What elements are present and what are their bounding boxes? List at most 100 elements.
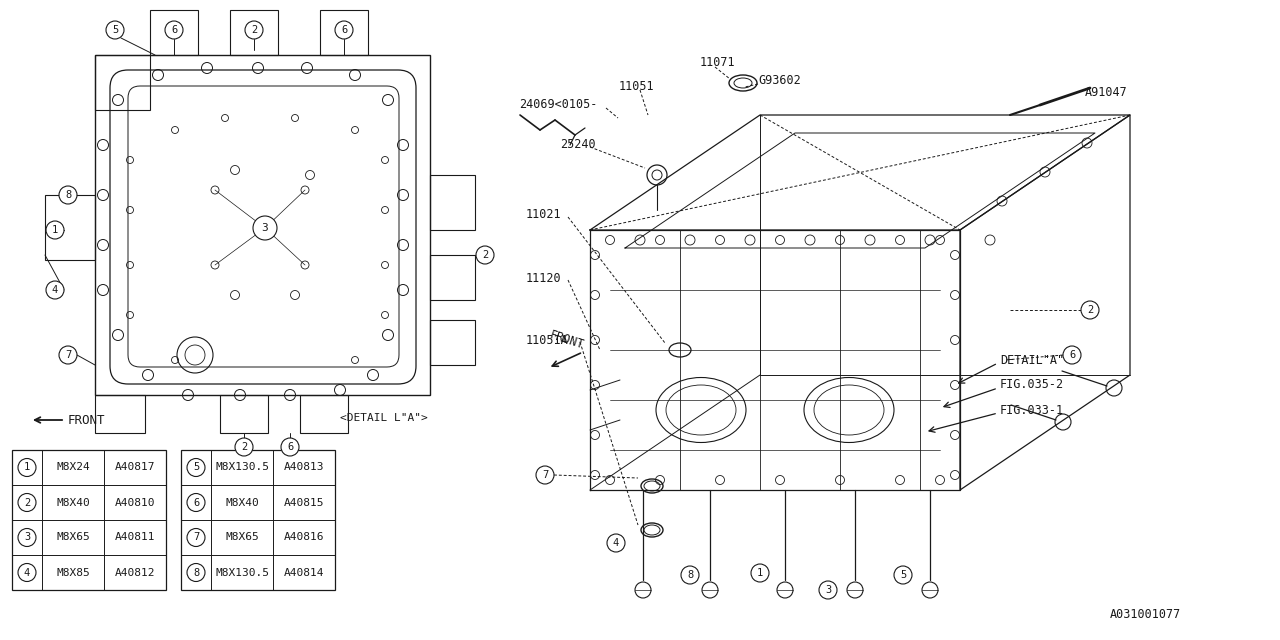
Circle shape xyxy=(244,21,262,39)
Circle shape xyxy=(187,529,205,547)
Text: A40813: A40813 xyxy=(284,463,324,472)
Text: 1: 1 xyxy=(24,463,31,472)
Text: 6: 6 xyxy=(287,442,293,452)
Text: FIG.033-1: FIG.033-1 xyxy=(1000,403,1064,417)
Circle shape xyxy=(335,21,353,39)
Text: 6: 6 xyxy=(340,25,347,35)
Text: 3: 3 xyxy=(24,532,31,543)
Circle shape xyxy=(165,21,183,39)
Circle shape xyxy=(59,346,77,364)
Text: 2: 2 xyxy=(481,250,488,260)
Text: 3: 3 xyxy=(261,223,269,233)
Circle shape xyxy=(18,493,36,511)
Text: M8X24: M8X24 xyxy=(56,463,90,472)
Text: M8X40: M8X40 xyxy=(225,497,259,508)
Circle shape xyxy=(751,564,769,582)
Circle shape xyxy=(18,458,36,477)
Circle shape xyxy=(46,221,64,239)
Text: G93602: G93602 xyxy=(758,74,801,86)
Circle shape xyxy=(187,458,205,477)
Text: 8: 8 xyxy=(193,568,200,577)
Text: M8X130.5: M8X130.5 xyxy=(215,463,269,472)
Text: 7: 7 xyxy=(541,470,548,480)
Text: 11051: 11051 xyxy=(620,81,654,93)
Text: 7: 7 xyxy=(193,532,200,543)
Text: A40814: A40814 xyxy=(284,568,324,577)
Text: A031001077: A031001077 xyxy=(1110,609,1181,621)
Text: 6: 6 xyxy=(193,497,200,508)
Text: A40817: A40817 xyxy=(115,463,155,472)
Bar xyxy=(230,10,278,55)
Bar xyxy=(45,195,95,260)
Text: 6: 6 xyxy=(1069,350,1075,360)
Text: 1: 1 xyxy=(52,225,58,235)
Text: A40810: A40810 xyxy=(115,497,155,508)
Bar xyxy=(430,320,475,365)
Bar xyxy=(95,395,145,433)
Text: 5: 5 xyxy=(111,25,118,35)
Bar xyxy=(300,395,348,433)
Text: 7: 7 xyxy=(65,350,72,360)
Bar xyxy=(95,55,430,395)
Text: M8X130.5: M8X130.5 xyxy=(215,568,269,577)
Text: 11051A: 11051A xyxy=(526,333,568,346)
Circle shape xyxy=(253,216,276,240)
Text: M8X65: M8X65 xyxy=(56,532,90,543)
Text: 4: 4 xyxy=(52,285,58,295)
Circle shape xyxy=(819,581,837,599)
Text: <DETAIL L"A">: <DETAIL L"A"> xyxy=(340,413,428,423)
Text: FRONT: FRONT xyxy=(548,328,586,352)
Circle shape xyxy=(18,529,36,547)
Text: DETAIL"A": DETAIL"A" xyxy=(1000,353,1064,367)
Text: A40815: A40815 xyxy=(284,497,324,508)
Text: A91047: A91047 xyxy=(1085,86,1128,99)
Circle shape xyxy=(59,186,77,204)
Text: 11021: 11021 xyxy=(526,209,562,221)
Text: FRONT: FRONT xyxy=(68,413,105,426)
Bar xyxy=(95,55,150,110)
Text: 3: 3 xyxy=(824,585,831,595)
Text: 5: 5 xyxy=(193,463,200,472)
Circle shape xyxy=(46,281,64,299)
Text: 2: 2 xyxy=(251,25,257,35)
Text: 4: 4 xyxy=(24,568,31,577)
Text: M8X40: M8X40 xyxy=(56,497,90,508)
Bar xyxy=(150,10,198,55)
Circle shape xyxy=(681,566,699,584)
Circle shape xyxy=(187,493,205,511)
Text: 2: 2 xyxy=(24,497,31,508)
Text: 25240: 25240 xyxy=(561,138,595,152)
Text: 5: 5 xyxy=(900,570,906,580)
Text: 6: 6 xyxy=(170,25,177,35)
Circle shape xyxy=(187,563,205,582)
Text: M8X65: M8X65 xyxy=(225,532,259,543)
Circle shape xyxy=(282,438,300,456)
Text: 4: 4 xyxy=(613,538,620,548)
Bar xyxy=(320,10,369,55)
Circle shape xyxy=(18,563,36,582)
Circle shape xyxy=(106,21,124,39)
Text: 8: 8 xyxy=(65,190,72,200)
Text: 11071: 11071 xyxy=(700,56,736,68)
Circle shape xyxy=(607,534,625,552)
Circle shape xyxy=(893,566,911,584)
Bar xyxy=(180,450,335,590)
Text: 2: 2 xyxy=(241,442,247,452)
Text: 8: 8 xyxy=(687,570,694,580)
Text: 2: 2 xyxy=(1087,305,1093,315)
Circle shape xyxy=(1062,346,1082,364)
Text: A40816: A40816 xyxy=(284,532,324,543)
Circle shape xyxy=(1082,301,1100,319)
Bar xyxy=(220,395,268,433)
Text: 24069<0105-: 24069<0105- xyxy=(518,99,598,111)
Bar xyxy=(12,450,166,590)
Bar xyxy=(430,255,475,300)
Text: 11120: 11120 xyxy=(526,271,562,285)
Circle shape xyxy=(476,246,494,264)
Circle shape xyxy=(236,438,253,456)
Circle shape xyxy=(536,466,554,484)
Text: FIG.035-2: FIG.035-2 xyxy=(1000,378,1064,392)
Bar xyxy=(430,175,475,230)
Text: M8X85: M8X85 xyxy=(56,568,90,577)
Text: 1: 1 xyxy=(756,568,763,578)
